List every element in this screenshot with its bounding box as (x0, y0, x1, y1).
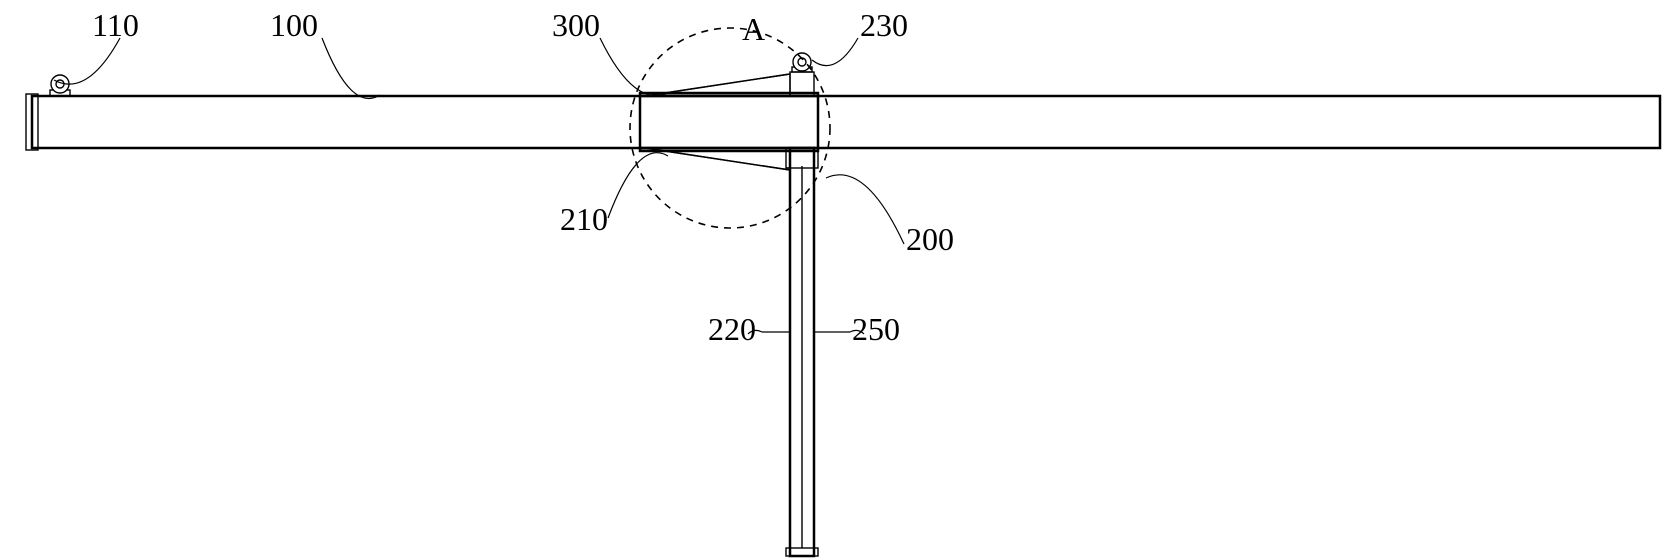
label-110: 110 (92, 7, 139, 43)
label-100: 100 (270, 7, 318, 43)
label-220: 220 (708, 311, 756, 347)
lug-230-ring (793, 53, 811, 71)
label-250: 250 (852, 311, 900, 347)
label-300: 300 (552, 7, 600, 43)
label-210: 210 (560, 201, 608, 237)
label-A: A (742, 11, 765, 47)
label-200: 200 (906, 221, 954, 257)
sleeve-300 (640, 93, 818, 151)
beam-100 (32, 96, 1660, 148)
label-230: 230 (860, 7, 908, 43)
technical-drawing: 110 100 300 A 230 210 200 220 250 (0, 0, 1671, 558)
